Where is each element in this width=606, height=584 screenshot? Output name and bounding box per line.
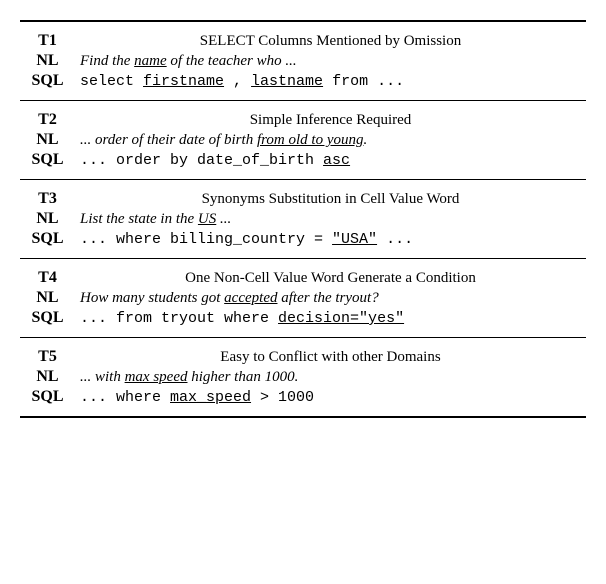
nl-row: NL... order of their date of birth from … [20, 131, 586, 149]
nl-content: How many students got accepted after the… [75, 290, 586, 307]
plain-text: after the tryout? [277, 290, 378, 306]
underlined-text: name [134, 53, 167, 69]
sql-row: SQL... order by date_of_birth asc [20, 151, 586, 169]
nl-row: NL... with max speed higher than 1000. [20, 368, 586, 386]
plain-text: ... [377, 231, 413, 248]
nl-row: NLFind the name of the teacher who ... [20, 52, 586, 70]
plain-text: ... from tryout where [80, 310, 278, 327]
sql-content: select firstname , lastname from ... [75, 73, 586, 90]
nl-label: NL [20, 52, 75, 70]
nl-content: ... order of their date of birth from ol… [75, 132, 586, 149]
plain-text: Find the [80, 53, 134, 69]
nl-row: NLList the state in the US ... [20, 210, 586, 228]
plain-text: ... order by date_of_birth [80, 152, 323, 169]
underlined-text: asc [323, 152, 350, 169]
underlined-text: lastname [251, 73, 323, 90]
nl-content: List the state in the US ... [75, 211, 586, 228]
underlined-text: decision="yes" [278, 310, 404, 327]
sql-label: SQL [20, 388, 75, 406]
underlined-text: from old to young [257, 132, 364, 148]
sql-label: SQL [20, 151, 75, 169]
nl-label: NL [20, 289, 75, 307]
section-title: Easy to Conflict with other Domains [75, 349, 586, 366]
sql-content: ... from tryout where decision="yes" [75, 310, 586, 327]
plain-text: select [80, 73, 143, 90]
sql-row: SQL... where billing_country = "USA" ... [20, 230, 586, 248]
sql-content: ... where max_speed > 1000 [75, 389, 586, 406]
sql-label: SQL [20, 309, 75, 327]
nl-content: Find the name of the teacher who ... [75, 53, 586, 70]
sql-row: SQLselect firstname , lastname from ... [20, 72, 586, 90]
nl-content: ... with max speed higher than 1000. [75, 369, 586, 386]
plain-text: ... where [80, 389, 170, 406]
underlined-text: max_speed [170, 389, 251, 406]
section-title: Synonyms Substitution in Cell Value Word [75, 191, 586, 208]
section-id-label: T3 [20, 190, 75, 208]
underlined-text: max speed [125, 369, 188, 385]
underlined-text: firstname [143, 73, 224, 90]
title-row: T3Synonyms Substitution in Cell Value Wo… [20, 190, 586, 208]
nl-label: NL [20, 131, 75, 149]
title-row: T2Simple Inference Required [20, 111, 586, 129]
underlined-text: US [198, 211, 216, 227]
underlined-text: "USA" [332, 231, 377, 248]
nl-label: NL [20, 210, 75, 228]
plain-text: ... order of their date of birth [80, 132, 257, 148]
section-title: SELECT Columns Mentioned by Omission [75, 33, 586, 50]
nl-label: NL [20, 368, 75, 386]
plain-text: of the teacher who ... [167, 53, 297, 69]
sql-row: SQL... from tryout where decision="yes" [20, 309, 586, 327]
sql-content: ... order by date_of_birth asc [75, 152, 586, 169]
plain-text: List the state in the [80, 211, 198, 227]
plain-text: higher than 1000. [188, 369, 299, 385]
plain-text: ... [216, 211, 231, 227]
table-section: T5Easy to Conflict with other DomainsNL.… [20, 338, 586, 418]
plain-text: How many students got [80, 290, 224, 306]
table-section: T4One Non-Cell Value Word Generate a Con… [20, 259, 586, 338]
plain-text: ... with [80, 369, 125, 385]
section-id-label: T2 [20, 111, 75, 129]
sql-label: SQL [20, 72, 75, 90]
plain-text: from ... [323, 73, 404, 90]
section-title: Simple Inference Required [75, 112, 586, 129]
plain-text: > 1000 [251, 389, 314, 406]
table-section: T2Simple Inference RequiredNL... order o… [20, 101, 586, 180]
title-row: T5Easy to Conflict with other Domains [20, 348, 586, 366]
example-table: T1SELECT Columns Mentioned by OmissionNL… [20, 20, 586, 418]
sql-row: SQL... where max_speed > 1000 [20, 388, 586, 406]
table-section: T1SELECT Columns Mentioned by OmissionNL… [20, 20, 586, 101]
section-id-label: T1 [20, 32, 75, 50]
title-row: T4One Non-Cell Value Word Generate a Con… [20, 269, 586, 287]
plain-text: . [363, 132, 367, 148]
plain-text: , [224, 73, 251, 90]
nl-row: NLHow many students got accepted after t… [20, 289, 586, 307]
title-row: T1SELECT Columns Mentioned by Omission [20, 32, 586, 50]
table-section: T3Synonyms Substitution in Cell Value Wo… [20, 180, 586, 259]
section-id-label: T5 [20, 348, 75, 366]
sql-content: ... where billing_country = "USA" ... [75, 231, 586, 248]
section-id-label: T4 [20, 269, 75, 287]
plain-text: ... where billing_country = [80, 231, 332, 248]
section-title: One Non-Cell Value Word Generate a Condi… [75, 270, 586, 287]
sql-label: SQL [20, 230, 75, 248]
underlined-text: accepted [224, 290, 277, 306]
